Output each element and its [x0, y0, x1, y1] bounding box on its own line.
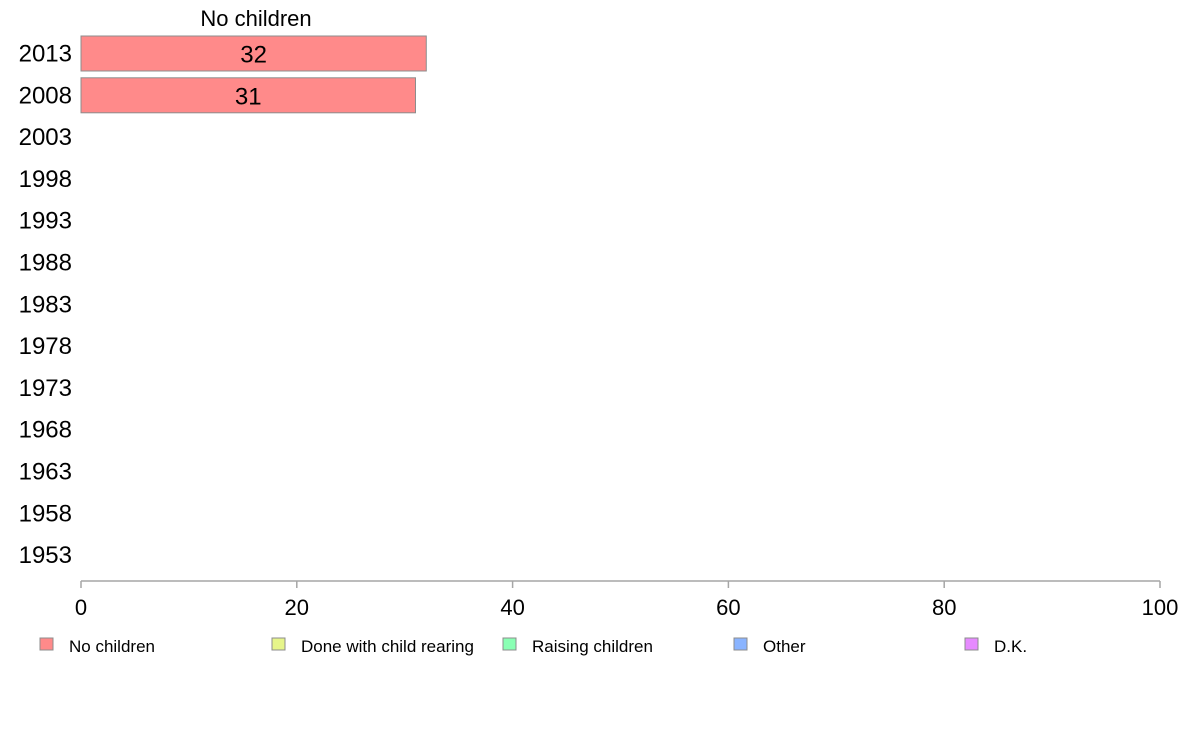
legend-label: D.K.	[994, 637, 1027, 656]
x-tick-label: 40	[500, 595, 524, 620]
y-tick-label: 1968	[19, 417, 72, 444]
legend-swatch	[39, 637, 54, 651]
bar-value-label: 31	[235, 83, 262, 110]
bar	[80, 35, 427, 72]
legend-label: Other	[763, 637, 806, 656]
legend-swatch	[964, 637, 979, 651]
column-header: No children	[200, 6, 311, 31]
y-tick-label: 2013	[19, 41, 72, 68]
y-tick-label: 1988	[19, 250, 72, 277]
legend-swatch	[502, 637, 517, 651]
x-axis: 0 20 40 60 80 100	[75, 580, 1179, 620]
y-axis-labels: 2013 2008 2003 1998 1993 1988 1983 1978 1973 1968…	[19, 41, 72, 570]
y-tick-label: 2008	[19, 82, 72, 109]
y-tick-label: 1963	[19, 459, 72, 486]
y-tick-label: 1958	[19, 500, 72, 527]
bar-value-label: 32	[240, 42, 267, 69]
x-tick-label: 0	[75, 595, 87, 620]
y-tick-label: 1983	[19, 291, 72, 318]
legend-swatch	[733, 637, 748, 651]
legend-label: No children	[69, 637, 155, 656]
legend: No children Done with child rearing Raisin…	[39, 637, 1027, 656]
legend-label: Raising children	[532, 637, 653, 656]
bars: 32 31	[80, 35, 427, 114]
x-tick-label: 80	[932, 595, 956, 620]
y-tick-label: 2003	[19, 124, 72, 151]
x-tick-label: 100	[1142, 595, 1179, 620]
y-tick-label: 1998	[19, 166, 72, 193]
legend-label: Done with child rearing	[301, 637, 474, 656]
bar	[80, 77, 416, 114]
y-tick-label: 1978	[19, 333, 72, 360]
y-tick-label: 1953	[19, 542, 72, 569]
y-tick-label: 1993	[19, 208, 72, 235]
legend-swatch	[271, 637, 286, 651]
y-tick-label: 1973	[19, 375, 72, 402]
x-tick-label: 20	[285, 595, 309, 620]
x-tick-label: 60	[716, 595, 740, 620]
